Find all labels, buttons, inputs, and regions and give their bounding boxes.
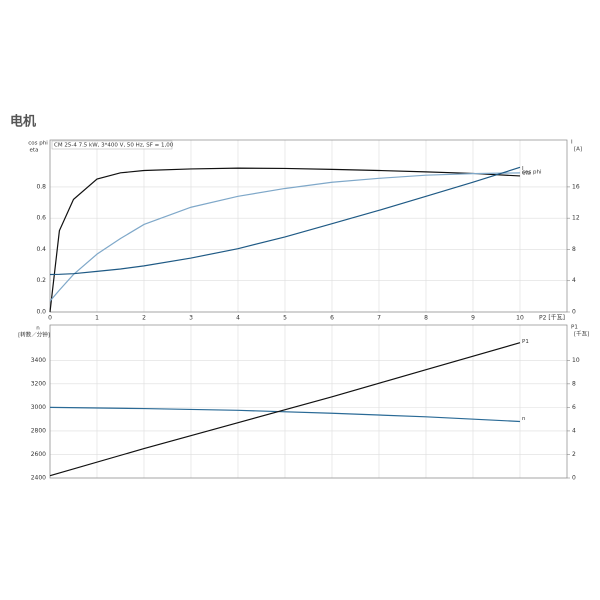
x-tick-label: 3 <box>189 315 193 322</box>
series-label: I <box>522 166 524 172</box>
series-line <box>49 166 521 276</box>
y-tick-label: 3400 <box>31 357 46 364</box>
x-tick-label: 7 <box>377 315 381 322</box>
y-tick-label: 0.4 <box>36 246 46 253</box>
y-axis-label: eta <box>30 148 39 154</box>
y2-tick-label: 10 <box>572 357 580 364</box>
y2-tick-label: 8 <box>572 380 576 387</box>
x-axis-label: P2 [千瓦] <box>539 314 565 322</box>
x-tick-label: 8 <box>424 315 428 322</box>
y2-axis-label: [千瓦] <box>574 330 589 338</box>
y-tick-label: 2600 <box>31 451 46 458</box>
y2-tick-label: 12 <box>572 215 580 222</box>
y-tick-label: 0.2 <box>36 277 46 284</box>
annotation: CM 25-4 7.5 kW, 3*400 V, 50 Hz, SF = 1,0… <box>54 143 174 149</box>
page-title: 电机 <box>10 114 36 130</box>
y-tick-label: 2800 <box>31 427 46 434</box>
series-line <box>49 172 521 302</box>
y-axis-label: cos phi <box>28 141 48 147</box>
y2-axis-label: I <box>571 140 573 146</box>
y-tick-label: 3000 <box>31 404 46 411</box>
plot-frame <box>49 324 568 479</box>
y2-tick-label: 0 <box>572 309 576 316</box>
x-tick-label: 6 <box>330 315 334 322</box>
y-tick-label: 0.6 <box>36 215 46 222</box>
y-axis-label: [转数／分钟] <box>18 331 50 339</box>
series-line <box>49 406 521 423</box>
y2-axis-label: [A] <box>574 147 582 153</box>
series-label: P1 <box>522 339 529 345</box>
series-line <box>49 342 521 477</box>
series-label: cos phi <box>522 169 542 175</box>
x-tick-label: 10 <box>516 315 524 322</box>
plot-frame <box>49 139 568 313</box>
series-label: n <box>522 416 526 422</box>
y2-tick-label: 0 <box>572 475 576 482</box>
x-tick-label: 1 <box>95 315 99 322</box>
series-label: eta <box>522 170 531 176</box>
x-tick-label: 9 <box>471 315 475 322</box>
x-tick-label: 4 <box>236 315 240 322</box>
y2-tick-label: 4 <box>572 277 576 284</box>
y-axis-label: n <box>36 326 40 332</box>
y2-tick-label: 16 <box>572 183 580 190</box>
y-tick-label: 3200 <box>31 380 46 387</box>
y2-axis-label: P1 <box>571 325 578 331</box>
y2-tick-label: 4 <box>572 427 576 434</box>
y2-tick-label: 6 <box>572 404 576 411</box>
annotation-box <box>51 140 173 150</box>
y-tick-label: 0.8 <box>36 183 46 190</box>
y2-tick-label: 2 <box>572 451 576 458</box>
x-tick-label: 2 <box>142 315 146 322</box>
x-tick-label: 5 <box>283 315 287 322</box>
series-line <box>49 167 521 313</box>
x-tick-label: 0 <box>48 315 52 322</box>
y2-tick-label: 8 <box>572 246 576 253</box>
y-tick-label: 0.0 <box>36 309 46 316</box>
y-tick-label: 2400 <box>31 475 46 482</box>
